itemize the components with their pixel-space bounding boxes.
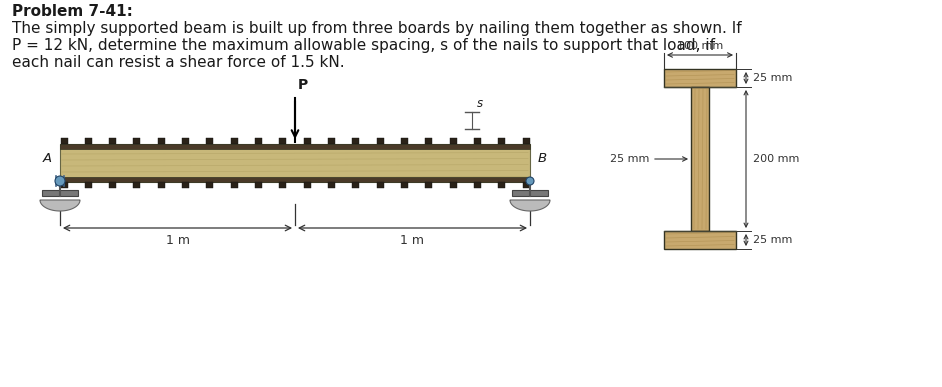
Bar — [498, 182, 505, 188]
Bar — [60, 144, 530, 182]
Bar — [231, 182, 237, 188]
Text: each nail can resist a shear force of 1.5 kN.: each nail can resist a shear force of 1.… — [12, 55, 345, 70]
Bar — [425, 138, 432, 144]
Bar — [523, 182, 529, 188]
Text: P = 12 kN, determine the maximum allowable spacing, s of the nails to support th: P = 12 kN, determine the maximum allowab… — [12, 38, 715, 53]
Polygon shape — [40, 200, 80, 211]
Bar — [425, 182, 432, 188]
Text: 200 mm: 200 mm — [753, 154, 800, 164]
Bar — [157, 182, 165, 188]
Text: P: P — [298, 78, 308, 92]
Bar — [109, 182, 116, 188]
Bar — [449, 182, 457, 188]
Bar — [206, 138, 214, 144]
Polygon shape — [510, 200, 550, 211]
Text: 100 mm: 100 mm — [677, 41, 723, 51]
Bar — [664, 231, 736, 249]
Bar — [85, 182, 91, 188]
Text: s: s — [477, 97, 483, 110]
Bar — [474, 138, 480, 144]
Bar — [182, 138, 189, 144]
Text: Problem 7-41:: Problem 7-41: — [12, 4, 133, 19]
Bar — [377, 182, 383, 188]
Bar — [401, 138, 408, 144]
Bar — [328, 138, 335, 144]
Text: 25 mm: 25 mm — [753, 73, 792, 83]
Bar — [328, 182, 335, 188]
Bar — [60, 177, 530, 182]
Bar — [512, 190, 548, 196]
Circle shape — [526, 177, 534, 185]
Text: 1 m: 1 m — [400, 234, 425, 247]
Bar — [60, 138, 68, 144]
Bar — [255, 182, 262, 188]
Bar — [157, 138, 165, 144]
Bar — [255, 138, 262, 144]
Bar — [60, 182, 68, 188]
Bar — [42, 190, 78, 196]
Bar — [303, 138, 311, 144]
Bar — [109, 138, 116, 144]
Bar — [85, 138, 91, 144]
Bar — [60, 144, 530, 149]
Bar — [449, 138, 457, 144]
Text: 1 m: 1 m — [166, 234, 189, 247]
Text: 25 mm: 25 mm — [609, 154, 649, 164]
Bar — [352, 182, 359, 188]
Bar — [377, 138, 383, 144]
Bar — [401, 182, 408, 188]
Bar — [134, 182, 140, 188]
Bar — [182, 182, 189, 188]
Text: B: B — [538, 151, 547, 164]
Text: A: A — [43, 151, 52, 164]
Circle shape — [55, 176, 65, 186]
Bar — [691, 87, 709, 231]
Bar — [498, 138, 505, 144]
Bar — [231, 138, 237, 144]
Bar — [303, 182, 311, 188]
Bar — [280, 182, 286, 188]
Text: The simply supported beam is built up from three boards by nailing them together: The simply supported beam is built up fr… — [12, 21, 741, 36]
Bar — [664, 69, 736, 87]
Bar — [280, 138, 286, 144]
Bar — [523, 138, 529, 144]
Bar — [134, 138, 140, 144]
Bar — [352, 138, 359, 144]
Bar — [206, 182, 214, 188]
Text: 25 mm: 25 mm — [753, 235, 792, 245]
Bar — [474, 182, 480, 188]
